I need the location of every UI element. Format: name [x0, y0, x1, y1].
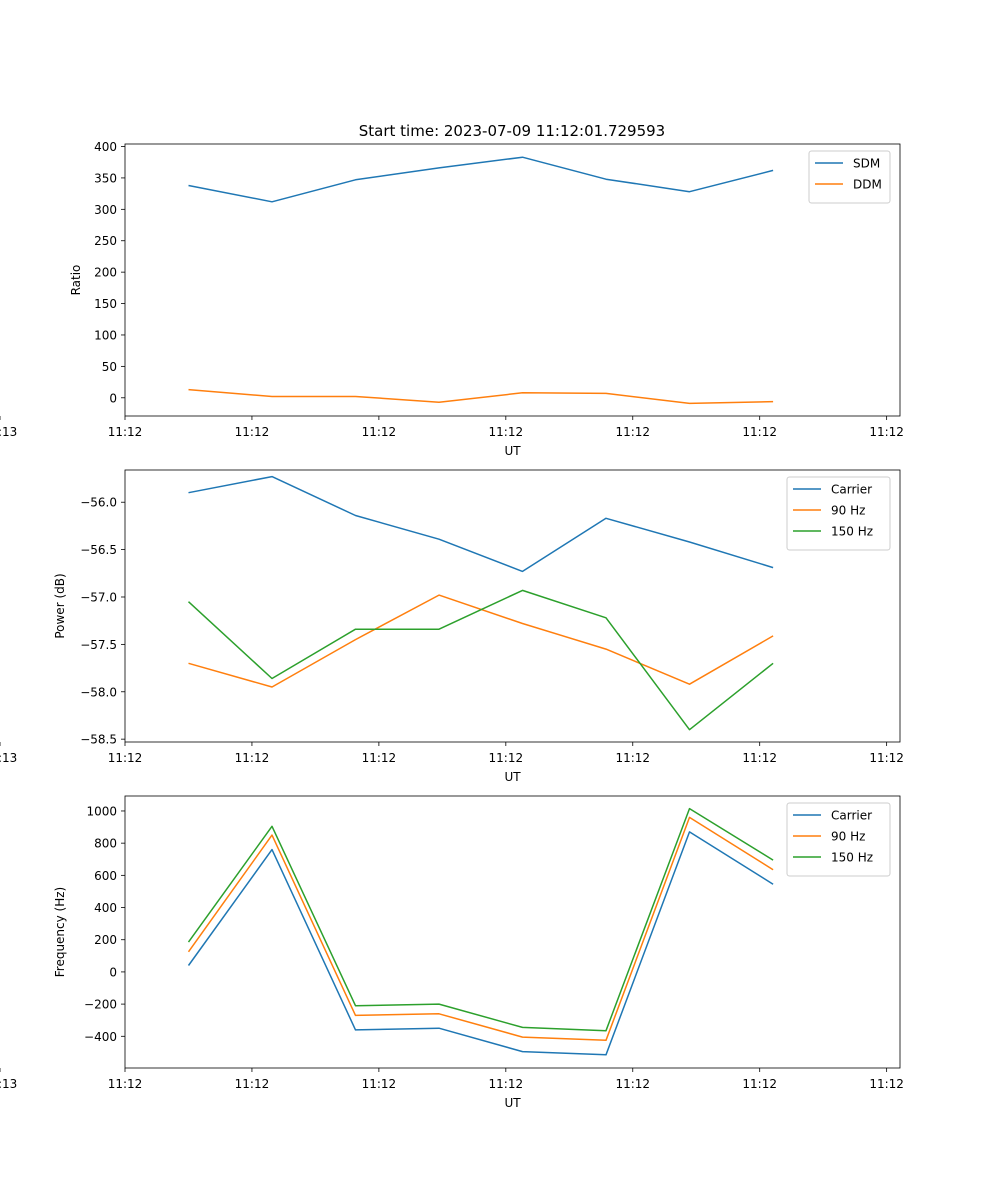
- legend-box: [808, 150, 891, 204]
- x-tick-label: 11:12: [742, 1077, 777, 1091]
- x-tick-label: 11:12: [108, 425, 143, 439]
- panel-2: 11:12 11:12 11:12 11:12 11:12 11:12 11:12 11:13…: [0, 469, 904, 784]
- y-tick-label: 400: [94, 901, 117, 915]
- x-tick-label: 11:12: [615, 1077, 650, 1091]
- x-tick-label: 11:12: [489, 425, 524, 439]
- x-axis-label: UT: [504, 444, 521, 458]
- y-tick-label: −56.0: [80, 496, 117, 510]
- x-tick-label: 11:12: [235, 751, 270, 765]
- x-tick-label: 11:12: [742, 751, 777, 765]
- y-tick-label: 1000: [86, 804, 117, 818]
- x-tick-label: 11:12: [235, 1077, 270, 1091]
- legend-label: 90 Hz: [831, 830, 865, 844]
- y-tick-label: 150: [94, 297, 117, 311]
- x-tick-label: 11:13: [0, 1077, 17, 1091]
- series-line-sdm: [188, 156, 774, 203]
- chart-title: Start time: 2023-07-09 11:12:01.729593: [359, 122, 665, 140]
- y-tick-label: 250: [94, 234, 117, 248]
- x-tick-label: 11:13: [0, 751, 17, 765]
- x-tick-label: 11:12: [615, 425, 650, 439]
- axes-frame: [124, 795, 901, 1069]
- series-line-ddm: [188, 388, 774, 405]
- y-tick-label: 800: [94, 837, 117, 851]
- legend: SDM DDM: [808, 150, 891, 204]
- y-tick-label: 350: [94, 171, 117, 185]
- x-tick-label: 11:12: [108, 751, 143, 765]
- panels-container: 11:12 11:12 11:12 11:12 11:12 11:12 11:12 11:13…: [0, 140, 904, 1110]
- y-axis-label: Frequency (Hz): [53, 887, 67, 978]
- x-tick-label: 11:12: [615, 751, 650, 765]
- legend-label: 150 Hz: [831, 851, 873, 865]
- y-tick-label: 100: [94, 328, 117, 342]
- x-tick-label: 11:12: [108, 1077, 143, 1091]
- legend-label: Carrier: [831, 809, 872, 823]
- axes-frame: [124, 469, 901, 743]
- legend-label: SDM: [853, 157, 880, 171]
- y-tick-label: −57.5: [80, 638, 117, 652]
- x-axis-label: UT: [504, 1096, 521, 1110]
- axes-frame: [124, 143, 901, 417]
- x-tick-label: 11:12: [869, 425, 904, 439]
- y-tick-label: −58.0: [80, 685, 117, 699]
- y-tick-label: 600: [94, 869, 117, 883]
- y-tick-label: −58.5: [80, 733, 117, 747]
- panel-1: 11:12 11:12 11:12 11:12 11:12 11:12 11:12 11:13…: [0, 140, 904, 458]
- y-tick-label: 400: [94, 140, 117, 154]
- x-tick-label: 11:12: [235, 425, 270, 439]
- y-axis-label: Power (dB): [53, 573, 67, 638]
- legend-label: 150 Hz: [831, 525, 873, 539]
- y-tick-label: 200: [94, 933, 117, 947]
- y-tick-label: 300: [94, 203, 117, 217]
- panel-3: 11:12 11:12 11:12 11:12 11:12 11:12 11:12 11:13…: [0, 795, 904, 1110]
- series-line-carrier: [187, 831, 774, 1056]
- y-tick-label: 0: [109, 965, 117, 979]
- y-tick-label: −400: [84, 1030, 117, 1044]
- legend: Carrier 90 Hz 150 Hz: [786, 802, 891, 877]
- legend-label: DDM: [853, 178, 882, 192]
- series-line-150-hz: [187, 589, 774, 731]
- y-tick-label: −56.5: [80, 543, 117, 557]
- legend-label: 90 Hz: [831, 504, 865, 518]
- x-tick-label: 11:13: [0, 425, 17, 439]
- y-tick-label: 200: [94, 266, 117, 280]
- y-tick-label: −57.0: [80, 590, 117, 604]
- y-tick-label: 0: [109, 391, 117, 405]
- series-line-carrier: [188, 475, 774, 573]
- x-tick-label: 11:12: [489, 751, 524, 765]
- x-tick-label: 11:12: [362, 425, 397, 439]
- series-line-150-hz: [187, 807, 774, 1032]
- x-tick-label: 11:12: [362, 751, 397, 765]
- legend-label: Carrier: [831, 483, 872, 497]
- x-tick-label: 11:12: [362, 1077, 397, 1091]
- x-axis-label: UT: [504, 770, 521, 784]
- legend: Carrier 90 Hz 150 Hz: [786, 476, 891, 551]
- y-tick-label: −200: [84, 998, 117, 1012]
- x-tick-label: 11:12: [489, 1077, 524, 1091]
- y-tick-label: 50: [102, 360, 117, 374]
- x-tick-label: 11:12: [869, 751, 904, 765]
- series-line-90-hz: [187, 816, 774, 1042]
- x-tick-label: 11:12: [742, 425, 777, 439]
- x-tick-label: 11:12: [869, 1077, 904, 1091]
- y-axis-label: Ratio: [69, 265, 83, 296]
